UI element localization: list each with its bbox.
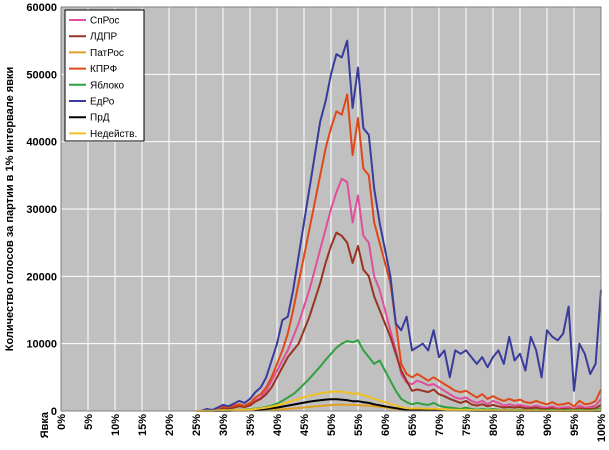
x-tick-label: 10% (110, 414, 122, 436)
y-tick-labels: 0 10000 20000 30000 40000 50000 60000 (26, 2, 57, 418)
y-tick-label: 10000 (26, 339, 57, 351)
x-tick-labels: 0% 5% 10% 15% 20% 25% 30% 35% 40% 45% 50% 55% 60% 65%… (56, 414, 608, 442)
x-tick-label: 15% (137, 414, 149, 436)
x-tick-label: 55% (353, 414, 365, 436)
y-tick-label: 40000 (26, 137, 57, 149)
x-tick-label: 35% (245, 414, 257, 436)
legend-label: Яблоко (90, 79, 124, 91)
legend-label: ЕдРо (90, 97, 115, 108)
legend-label: ЛДПР (90, 32, 118, 43)
x-tick-label: 0% (56, 414, 68, 430)
x-tick-label: 65% (407, 414, 419, 436)
x-tick-label: 30% (218, 414, 230, 436)
y-tick-label: 60000 (26, 2, 57, 14)
x-tick-label: 85% (515, 414, 527, 436)
y-tick-label: 30000 (26, 204, 57, 216)
series-line (196, 39, 602, 412)
y-tick-label: 0 (51, 406, 57, 418)
legend-label: ПрД (90, 113, 110, 124)
y-axis-label: Количество голосов за партии в 1% интерв… (4, 67, 16, 352)
x-tick-label: 5% (83, 414, 95, 430)
x-tick-label: 40% (272, 414, 284, 436)
x-tick-label: 80% (488, 414, 500, 436)
x-tick-label: 70% (434, 414, 446, 436)
plot-border (60, 6, 602, 412)
x-tick-label: 25% (191, 414, 203, 436)
series-lines (196, 39, 602, 412)
legend: СпРос ЛДПР ПатРос КПРФ Яблоко ЕдРо ПрД Недейств… (64, 9, 145, 142)
x-tick-label: 45% (299, 414, 311, 436)
y-tick-label: 50000 (26, 69, 57, 81)
x-tick-label: 50% (326, 414, 338, 436)
legend-box (64, 9, 145, 142)
legend-label: СпРос (90, 16, 119, 27)
legend-label: КПРФ (90, 64, 118, 75)
series-line (196, 231, 602, 412)
x-tick-label: 95% (569, 414, 581, 436)
x-tick-label: 20% (164, 414, 176, 436)
series-line (196, 93, 602, 412)
x-tick-label: 100% (596, 414, 608, 442)
x-tick-label: 90% (542, 414, 554, 436)
x-tick-label: 75% (461, 414, 473, 436)
legend-label: Недейств. (90, 129, 137, 140)
y-tick-label: 20000 (26, 271, 57, 283)
x-tick-label: 60% (380, 414, 392, 436)
legend-label: ПатРос (90, 48, 124, 59)
x-axis-label: Явка (39, 411, 51, 438)
